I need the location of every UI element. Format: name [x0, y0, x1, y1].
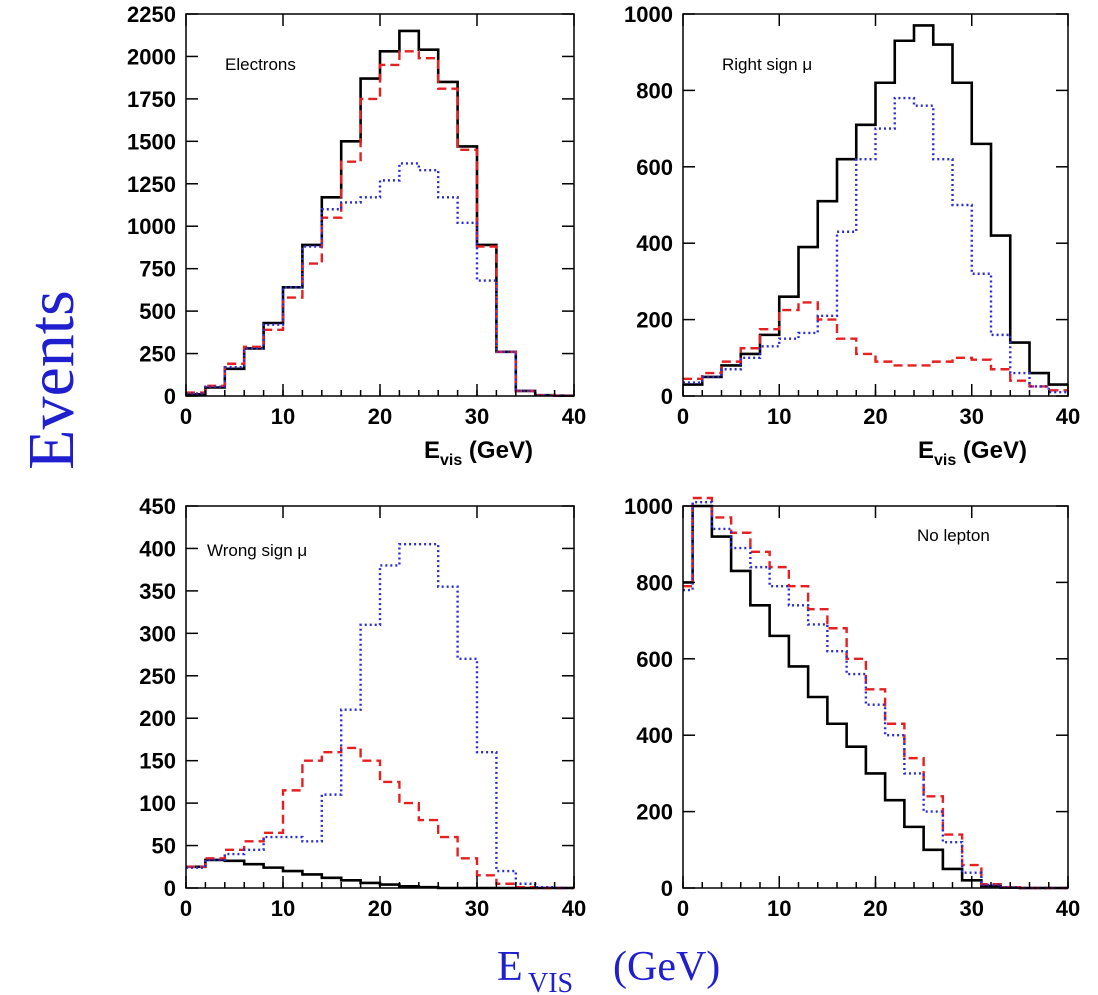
- y-tick-label: 1000: [127, 214, 176, 239]
- y-tick-label: 400: [636, 231, 673, 256]
- series-2-line: [186, 50, 574, 397]
- x-tick-label: 10: [767, 404, 791, 429]
- x-tick-label: 20: [368, 404, 392, 429]
- y-tick-label: 350: [139, 579, 176, 604]
- series-2-line: [186, 746, 574, 890]
- y-tick-label: 2250: [127, 2, 176, 27]
- y-tick-label: 450: [139, 494, 176, 519]
- x-tick-label: 0: [180, 404, 192, 429]
- y-tick-label: 400: [139, 536, 176, 561]
- y-tick-label: 150: [139, 749, 176, 774]
- y-tick-label: 200: [139, 706, 176, 731]
- x-axis-title-main: E: [497, 944, 523, 990]
- series-1-line: [683, 504, 1068, 890]
- x-axis-title-unit: (GeV): [613, 944, 720, 990]
- y-tick-label: 1250: [127, 172, 176, 197]
- y-tick-label: 300: [139, 621, 176, 646]
- panel-title: No lepton: [917, 526, 990, 545]
- y-tick-label: 100: [139, 791, 176, 816]
- y-tick-label: 0: [661, 384, 673, 409]
- x-axis-title-sub: VIS: [528, 968, 573, 995]
- x-tick-label: 30: [960, 404, 984, 429]
- y-axis-title: Events: [15, 290, 88, 470]
- panel-title: Wrong sign μ: [207, 541, 307, 560]
- plot-frame: [185, 505, 575, 889]
- chart-panels: 0 10 20 30 400250500750100012501500175020002…: [127, 2, 1080, 921]
- x-tick-label: 0: [180, 896, 192, 921]
- series-1-line: [186, 29, 574, 397]
- x-tick-label: 40: [562, 404, 586, 429]
- y-tick-label: 600: [636, 155, 673, 180]
- y-tick-label: 0: [164, 876, 176, 901]
- y-tick-label: 500: [139, 299, 176, 324]
- y-tick-label: 750: [139, 257, 176, 282]
- y-tick-label: 0: [164, 384, 176, 409]
- panel-title: Right sign μ: [722, 55, 812, 74]
- chart-panel-1: 0 10 20 30 40 0 250 500 750 1000 1250 1500 1750 2000 2…: [127, 2, 586, 469]
- x-tick-label: 0: [677, 404, 689, 429]
- x-tick-label: 40: [562, 896, 586, 921]
- x-tick-label: 10: [767, 896, 791, 921]
- y-tick-label: 0: [661, 876, 673, 901]
- series-3-line: [683, 96, 1068, 394]
- y-tick-label: 200: [636, 800, 673, 825]
- x-axis-label: Evis (GeV): [918, 437, 1027, 469]
- x-tick-label: 30: [465, 404, 489, 429]
- x-tick-label: 20: [863, 896, 887, 921]
- x-tick-label: 40: [1056, 404, 1080, 429]
- series-3-line: [683, 500, 1068, 890]
- series-1-line: [683, 24, 1068, 386]
- series-2-line: [683, 496, 1068, 890]
- x-tick-label: 30: [465, 896, 489, 921]
- series-2-line: [683, 301, 1068, 392]
- x-tick-label: 40: [1056, 896, 1080, 921]
- y-tick-label: 1000: [624, 2, 673, 27]
- x-tick-label: 10: [271, 404, 295, 429]
- x-tick-label: 10: [271, 896, 295, 921]
- series-3-line: [186, 543, 574, 890]
- y-tick-label: 250: [139, 342, 176, 367]
- y-tick-label: 800: [636, 570, 673, 595]
- y-tick-label: 600: [636, 647, 673, 672]
- panel-title: Electrons: [225, 55, 296, 74]
- x-tick-label: 20: [863, 404, 887, 429]
- y-tick-label: 2000: [127, 44, 176, 69]
- y-tick-label: 400: [636, 723, 673, 748]
- y-tick-label: 50: [152, 834, 176, 859]
- plot-frame: [682, 505, 1069, 889]
- y-tick-label: 1750: [127, 87, 176, 112]
- y-tick-label: 1500: [127, 129, 176, 154]
- y-tick-label: 800: [636, 78, 673, 103]
- y-tick-label: 250: [139, 664, 176, 689]
- x-axis-label: Evis (GeV): [424, 437, 533, 469]
- chart-panel-3: 0 10 20 30 40050100150200250300350400450Wron…: [139, 494, 586, 921]
- x-tick-label: 30: [960, 896, 984, 921]
- y-tick-label: 1000: [624, 494, 673, 519]
- y-tick-label: 200: [636, 308, 673, 333]
- x-tick-label: 20: [368, 896, 392, 921]
- x-tick-label: 0: [677, 896, 689, 921]
- x-axis-title: E VIS (GeV): [497, 944, 720, 995]
